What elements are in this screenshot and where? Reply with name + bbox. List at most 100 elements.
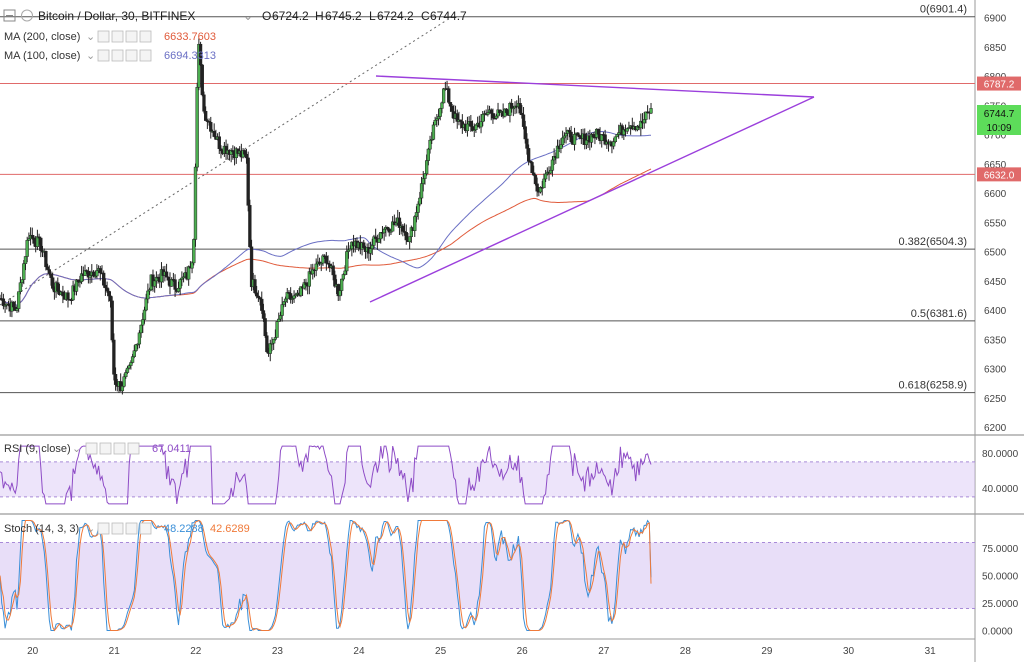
candle-body xyxy=(134,344,138,351)
rsi-label[interactable]: RSI (9, close) xyxy=(4,443,71,455)
ma200-remove-icon[interactable] xyxy=(139,30,152,43)
candle-body xyxy=(47,269,51,274)
candle-body xyxy=(374,236,378,239)
rsi-value: 67.0411 xyxy=(152,443,191,455)
fib-trend-line xyxy=(0,19,448,306)
price-panel[interactable] xyxy=(0,0,975,433)
time-tick-label: 30 xyxy=(843,646,855,657)
ma100-remove-icon[interactable] xyxy=(139,49,152,62)
candle-body xyxy=(615,134,619,138)
candle-body xyxy=(260,298,264,311)
candle-body xyxy=(272,339,276,344)
candle-body xyxy=(486,112,490,115)
candle-body xyxy=(132,350,136,357)
ma100-settings-icon[interactable] xyxy=(111,49,124,62)
candle-body xyxy=(22,263,26,280)
candle-body xyxy=(209,122,213,132)
candle-body xyxy=(144,298,148,311)
candle-body xyxy=(108,295,113,302)
candle-body xyxy=(103,284,108,289)
rsi-settings-icon[interactable] xyxy=(99,442,112,455)
candle-body xyxy=(282,301,286,305)
rsi-source-icon[interactable] xyxy=(113,442,126,455)
candle-body xyxy=(1,298,6,307)
candle-body xyxy=(489,109,493,114)
stoch-remove-icon[interactable] xyxy=(139,522,152,535)
candle-body xyxy=(535,183,539,192)
ma100-source-icon[interactable] xyxy=(125,49,138,62)
candle-body xyxy=(56,282,60,292)
ma100-label[interactable]: MA (100, close) xyxy=(4,50,80,62)
candle-body xyxy=(105,287,109,292)
rsi-legend[interactable]: RSI (9, close) ⌄ 67.0411 xyxy=(4,442,191,455)
ma200-label[interactable]: MA (200, close) xyxy=(4,31,80,43)
candle-body xyxy=(576,132,580,136)
candle-body xyxy=(340,278,344,291)
stoch-tick-label: 25.0000 xyxy=(982,599,1019,610)
svg-text:6787.2: 6787.2 xyxy=(984,80,1015,91)
header-caret-icon[interactable]: ⌄ xyxy=(243,9,253,23)
candle-body xyxy=(345,251,349,272)
stoch-label[interactable]: Stoch (14, 3, 3) xyxy=(4,523,79,535)
triangle-lower-line[interactable] xyxy=(369,96,815,303)
symbol-title[interactable]: Bitcoin / Dollar, 30, BITFINEX xyxy=(38,9,195,23)
stoch-tick-label: 75.0000 xyxy=(982,544,1019,555)
stoch-visibility-icon[interactable] xyxy=(97,522,110,535)
candle-body xyxy=(246,157,250,206)
candle-body xyxy=(391,221,395,232)
triangle-upper-line[interactable] xyxy=(375,75,815,98)
candle-body xyxy=(521,114,526,127)
rsi-visibility-icon[interactable] xyxy=(85,442,98,455)
candle-body xyxy=(261,310,266,319)
rsi-tick-label: 40.0000 xyxy=(982,484,1019,495)
time-tick-label: 22 xyxy=(190,646,202,657)
candle-body xyxy=(283,298,288,303)
candle-body xyxy=(458,119,463,122)
candle-body xyxy=(280,304,284,316)
candle-body xyxy=(20,279,24,283)
time-tick-label: 24 xyxy=(353,646,365,657)
candle-body xyxy=(525,138,529,149)
ma100-legend[interactable]: MA (100, close) ⌄ 6694.3313 xyxy=(4,49,216,62)
candle-body xyxy=(603,134,607,145)
candle-body xyxy=(129,362,133,366)
ma200-visibility-icon[interactable] xyxy=(97,30,110,43)
ma200-caret-icon[interactable]: ⌄ xyxy=(86,31,95,43)
bar-countdown: 10:09 xyxy=(986,123,1011,134)
candle-body xyxy=(644,111,648,120)
high-label: H xyxy=(315,9,324,23)
candle-body xyxy=(204,111,208,121)
ma200-source-icon[interactable] xyxy=(125,30,138,43)
candle-body xyxy=(418,197,422,205)
candlestick-series xyxy=(0,37,653,395)
ma200-value: 6633.7603 xyxy=(164,31,216,43)
stoch-settings-icon[interactable] xyxy=(111,522,124,535)
candle-body xyxy=(441,88,446,104)
ma100-visibility-icon[interactable] xyxy=(97,49,110,62)
candle-body xyxy=(304,282,308,285)
candle-body xyxy=(122,376,126,387)
price-tick-label: 6250 xyxy=(984,394,1007,405)
rsi-remove-icon[interactable] xyxy=(127,442,140,455)
stoch-caret-icon[interactable]: ⌄ xyxy=(86,523,95,535)
candle-body xyxy=(110,300,114,341)
rsi-caret-icon[interactable]: ⌄ xyxy=(72,443,81,455)
candle-body xyxy=(253,279,257,294)
time-tick-label: 26 xyxy=(517,646,529,657)
fibonacci-levels[interactable]: 0(6901.4) 0.382(6504.3) 0.5(6381.6) 0.618(6… xyxy=(0,4,975,394)
candle-body xyxy=(562,135,566,139)
stoch-legend[interactable]: Stoch (14, 3, 3) ⌄ 48.2288 42.6289 xyxy=(4,522,250,535)
candle-body xyxy=(523,126,527,140)
ma200-settings-icon[interactable] xyxy=(111,30,124,43)
ma100-caret-icon[interactable]: ⌄ xyxy=(86,50,95,62)
candle-body xyxy=(394,222,398,226)
collapse-icon[interactable] xyxy=(3,9,16,22)
candle-body xyxy=(193,166,198,240)
candle-body xyxy=(613,136,617,142)
candle-body xyxy=(362,242,366,249)
candle-body xyxy=(584,140,589,145)
stoch-source-icon[interactable] xyxy=(125,522,138,535)
chart-header[interactable]: Bitcoin / Dollar, 30, BITFINEX ⌄ O 6724.… xyxy=(3,9,467,23)
ma200-legend[interactable]: MA (200, close) ⌄ 6633.7603 xyxy=(4,30,216,43)
